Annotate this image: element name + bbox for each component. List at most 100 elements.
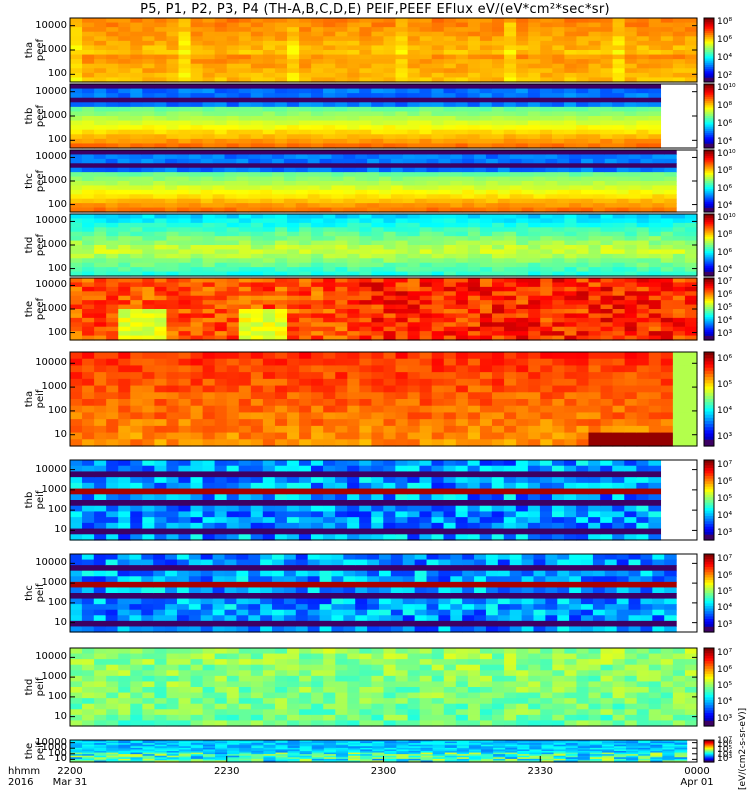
heatmap-cell (528, 335, 541, 341)
heatmap-cell (238, 439, 252, 447)
colorbar-swatch (704, 199, 714, 203)
heatmap-cell (262, 138, 276, 145)
heatmap-cell (274, 262, 288, 268)
heatmap-cell (455, 295, 469, 301)
heatmap-cell (262, 385, 276, 393)
heatmap-cell (383, 271, 397, 277)
heatmap-cell (443, 59, 457, 65)
heatmap-cell (395, 111, 408, 117)
heatmap-cell (166, 322, 180, 328)
heatmap-cell (443, 304, 457, 310)
heatmap-cell (274, 68, 288, 74)
heatmap-cell (347, 231, 360, 237)
heatmap-cell (238, 88, 252, 94)
heatmap-cell (636, 309, 650, 315)
heatmap-cell (359, 300, 373, 306)
heatmap-cell (624, 134, 637, 140)
heatmap-cell (359, 88, 372, 94)
heatmap-cell (262, 432, 276, 440)
heatmap-cell (652, 167, 665, 173)
heatmap-cell (274, 36, 288, 42)
heatmap-cell (154, 40, 168, 47)
heatmap-cell (497, 172, 511, 178)
heatmap-cell (130, 465, 143, 473)
heatmap-cell (616, 172, 630, 178)
heatmap-cell (648, 439, 662, 447)
heatmap-cell (274, 488, 288, 495)
heatmap-cell (214, 50, 228, 56)
heatmap-cell (467, 50, 481, 56)
heatmap-cell (383, 97, 396, 103)
heatmap-cell (552, 425, 565, 434)
heatmap-cell (347, 45, 360, 51)
heatmap-cell (82, 240, 95, 246)
heatmap-cell (672, 18, 686, 24)
heatmap-cell (509, 185, 523, 191)
heatmap-cell (299, 317, 312, 323)
heatmap-cell (504, 231, 517, 237)
heatmap-cell (479, 286, 493, 292)
heatmap-cell (588, 253, 602, 259)
heatmap-cell (299, 245, 312, 251)
heatmap-cell (323, 494, 336, 501)
heatmap-cell (395, 471, 408, 478)
colorbar-swatch (704, 67, 714, 70)
heatmap-cell (652, 154, 665, 160)
heatmap-cell (378, 158, 392, 164)
heatmap-cell (497, 154, 511, 160)
heatmap-cell (190, 236, 204, 242)
heatmap-cell (323, 378, 336, 387)
heatmap-cell (165, 163, 178, 169)
heatmap-cell (516, 385, 529, 393)
heatmap-cell (118, 517, 131, 524)
heatmap-cell (539, 138, 553, 145)
heatmap-cell (274, 460, 288, 467)
heatmap-cell (236, 181, 249, 187)
heatmap-cell (371, 392, 385, 400)
heatmap-cell (419, 405, 433, 414)
heatmap-cell (299, 262, 312, 268)
heatmap-cell (165, 198, 178, 204)
heatmap-cell (497, 185, 511, 191)
heatmap-cell (118, 278, 131, 284)
heatmap-cell (383, 322, 397, 328)
heatmap-cell (628, 154, 642, 160)
heatmap-cell (141, 207, 154, 213)
heatmap-cell (407, 282, 421, 288)
heatmap-cell (474, 176, 487, 182)
heatmap-cell (564, 286, 578, 292)
heatmap-cell (664, 207, 677, 213)
heatmap-cell (106, 72, 119, 79)
heatmap-cell (335, 335, 348, 341)
heatmap-cell (118, 317, 131, 323)
heatmap-cell (359, 63, 373, 69)
heatmap-cell (443, 116, 457, 122)
heatmap-cell (492, 36, 505, 42)
heatmap-cell (299, 432, 312, 440)
colorbar-swatch (704, 43, 714, 47)
heatmap-cell (166, 111, 180, 117)
heatmap-cell (287, 40, 300, 47)
heatmap-cell (407, 138, 421, 145)
heatmap-cell (359, 309, 373, 315)
heatmap-cell (178, 385, 192, 393)
heatmap-cell (331, 167, 344, 173)
heatmap-cell (485, 181, 499, 187)
heatmap-cell (624, 116, 637, 122)
heatmap-cell (600, 227, 614, 233)
heatmap-cell (299, 295, 312, 301)
heatmap-cell (311, 63, 324, 69)
heatmap-cell (142, 27, 156, 33)
heatmap-cell (545, 176, 558, 182)
heatmap-cell (371, 267, 385, 273)
heatmap-cell (166, 412, 180, 420)
heatmap-cell (262, 54, 276, 60)
heatmap-cell (118, 412, 131, 420)
heatmap-cell (557, 158, 570, 164)
heatmap-cell (527, 116, 541, 122)
heatmap-cell (311, 236, 324, 242)
heatmap-cell (564, 129, 577, 135)
heatmap-cell (311, 214, 324, 220)
heatmap-cell (130, 262, 143, 268)
heatmap-cell (82, 218, 95, 224)
